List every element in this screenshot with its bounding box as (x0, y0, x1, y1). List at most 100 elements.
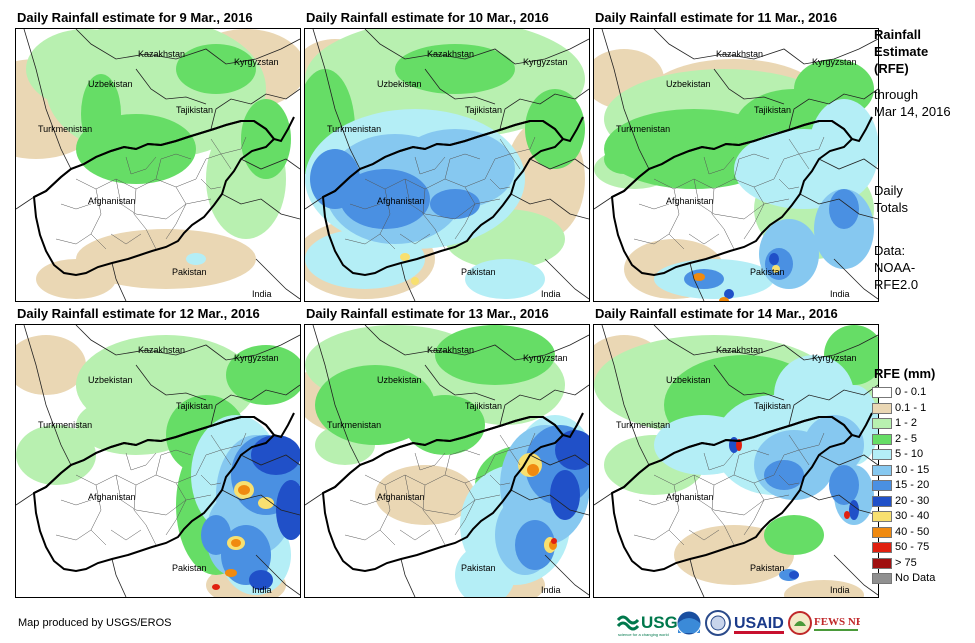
legend-item: 50 - 75 (872, 540, 972, 555)
country-label-pakistan: Pakistan (172, 563, 207, 573)
border-lines (16, 29, 300, 301)
panel-title: Daily Rainfall estimate for 11 Mar., 201… (595, 10, 838, 25)
legend-item: 0 - 0.1 (872, 385, 972, 400)
rainfall-area (249, 570, 273, 590)
country-label-india: India (830, 585, 850, 595)
country-label-turkmenistan: Turkmenistan (38, 420, 92, 430)
country-label-uzbekistan: Uzbekistan (88, 79, 133, 89)
country-label-afghanistan: Afghanistan (88, 492, 136, 502)
rainfall-area (550, 470, 580, 520)
svg-text:science for a changing world: science for a changing world (618, 632, 669, 637)
legend-swatch (872, 402, 892, 414)
sidebar-title-line: Rainfall (874, 27, 921, 42)
panel-title: Daily Rainfall estimate for 12 Mar., 201… (17, 306, 260, 321)
rainfall-area (809, 99, 878, 199)
legend-label: 50 - 75 (895, 541, 930, 553)
legend-swatch (872, 495, 892, 507)
rainfall-area (829, 465, 859, 505)
rainfall-map: Kazakhstan Kyrgyzstan Uzbekistan Tajikistan… (15, 28, 301, 302)
country-label-pakistan: Pakistan (461, 563, 496, 573)
legend-label: 2 - 5 (895, 432, 918, 445)
sidebar-through-line: through (874, 87, 919, 102)
country-label-tajikistan: Tajikistan (754, 105, 791, 115)
country-label-tajikistan: Tajikistan (754, 401, 791, 411)
map-panel-4: Daily Rainfall estimate for 12 Mar., 201… (15, 306, 301, 598)
rainfall-area (527, 464, 539, 476)
rainfall-area (16, 335, 86, 395)
sidebar-title-line: (RFE) (874, 61, 909, 76)
country-label-uzbekistan: Uzbekistan (88, 375, 133, 385)
rainfall-area (844, 511, 850, 519)
legend-label: 20 - 30 (895, 494, 930, 507)
rainfall-area (849, 500, 859, 520)
sidebar-data-line: NOAA- (874, 260, 916, 275)
country-label-pakistan: Pakistan (172, 267, 207, 277)
country-label-pakistan: Pakistan (750, 267, 785, 277)
legend-swatch (872, 418, 892, 429)
rainfall-area (769, 253, 779, 265)
country-label-afghanistan: Afghanistan (377, 196, 425, 206)
sidebar-data-line: Data: (874, 243, 906, 258)
legend-swatch (872, 387, 892, 398)
country-label-uzbekistan: Uzbekistan (666, 79, 711, 89)
country-label-kyrgyzstan: Kyrgyzstan (234, 353, 279, 363)
rainfall-area (551, 538, 557, 544)
map-panel-6: Daily Rainfall estimate for 14 Mar., 201… (593, 306, 879, 598)
legend-label: 30 - 40 (895, 510, 930, 522)
rainfall-area (310, 149, 360, 209)
rainfall-area (435, 325, 555, 385)
country-label-afghanistan: Afghanistan (666, 492, 714, 502)
sidebar-daily-line: Daily (874, 183, 903, 198)
rainfall-area (724, 289, 734, 299)
usgs-logo: USGS science for a changing world (616, 608, 702, 638)
rainfall-area (455, 545, 515, 597)
map-panel-5: Daily Rainfall estimate for 13 Mar., 201… (304, 306, 590, 598)
rainfall-area (784, 580, 864, 597)
svg-text:USGS: USGS (641, 613, 689, 632)
map-canvas: Kazakhstan Kyrgyzstan Uzbekistan Tajikistan… (594, 29, 878, 301)
country-label-india: India (541, 289, 561, 299)
legend-label: 0 - 0.1 (895, 386, 927, 398)
rainfall-area (764, 460, 804, 490)
country-label-uzbekistan: Uzbekistan (377, 375, 422, 385)
panel-title: Daily Rainfall estimate for 9 Mar., 2016 (17, 10, 253, 25)
northern-border (33, 116, 295, 198)
rainfall-area (176, 44, 256, 94)
svg-text:USAID: USAID (734, 615, 784, 632)
credit-text: Map produced by USGS/EROS (18, 617, 172, 629)
legend-swatch (872, 480, 892, 491)
border-lines (305, 29, 589, 301)
country-label-turkmenistan: Turkmenistan (327, 124, 381, 134)
fews-net-logo: FEWS NET (788, 608, 871, 638)
rainfall-area (201, 515, 231, 555)
country-label-kazakhstan: Kazakhstan (716, 345, 763, 355)
country-label-afghanistan: Afghanistan (377, 492, 425, 502)
country-label-india: India (252, 289, 272, 299)
sidebar-data-source: Data: NOAA- RFE2.0 (874, 242, 918, 293)
northern-border (611, 412, 873, 494)
rainfall-area (81, 74, 121, 154)
legend-item: 15 - 20 (872, 478, 972, 493)
rainfall-layer (594, 49, 878, 301)
rainfall-area (212, 584, 220, 590)
country-label-pakistan: Pakistan (461, 267, 496, 277)
rainfall-area (764, 515, 824, 555)
rainfall-area (604, 144, 644, 174)
legend-swatch (872, 557, 892, 569)
panel-title: Daily Rainfall estimate for 14 Mar., 201… (595, 306, 838, 321)
rainfall-area (719, 297, 729, 301)
country-label-kazakhstan: Kazakhstan (427, 49, 474, 59)
legend-label: 10 - 15 (895, 463, 930, 476)
rainfall-area (258, 497, 274, 509)
dos-seal-logo (705, 608, 731, 638)
country-label-india: India (541, 585, 561, 595)
rainfall-area (16, 425, 96, 485)
legend-label: 40 - 50 (895, 525, 930, 538)
country-label-turkmenistan: Turkmenistan (327, 420, 381, 430)
rainfall-area (241, 99, 291, 179)
legend-label: 15 - 20 (895, 479, 930, 491)
rainfall-area (829, 189, 859, 229)
map-canvas: Kazakhstan Kyrgyzstan Uzbekistan Tajikistan… (16, 29, 300, 301)
rainfall-area (789, 571, 799, 579)
country-label-tajikistan: Tajikistan (176, 105, 213, 115)
